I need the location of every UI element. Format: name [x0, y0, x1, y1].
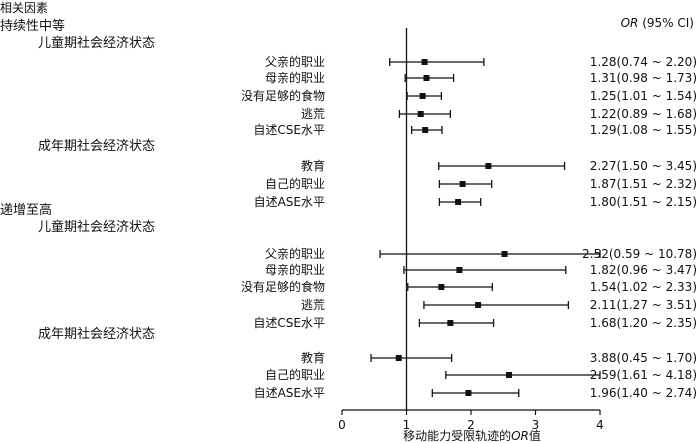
row-label: 自述CSE水平: [253, 123, 325, 137]
or-point: [475, 302, 482, 308]
or-point: [438, 284, 445, 290]
or-value: 1.28(0.74 ~ 2.20): [590, 55, 697, 69]
row-label: 自己的职业: [265, 367, 325, 382]
group-label: 成年期社会经济状态: [38, 326, 155, 342]
row-label: 自述ASE水平: [254, 386, 325, 400]
or-point: [455, 199, 462, 205]
or-point: [423, 75, 430, 81]
row-label: 母亲的职业: [265, 70, 325, 85]
row-label: 母亲的职业: [265, 262, 325, 277]
or-point: [421, 59, 428, 65]
or-value: 1.31(0.98 ~ 1.73): [590, 71, 697, 85]
header-label: 相关因素: [0, 1, 48, 15]
row-label: 父亲的职业: [265, 54, 325, 69]
or-value: 2.11(1.27 ~ 3.51): [590, 298, 697, 312]
group-label: 儿童期社会经济状态: [38, 35, 155, 51]
x-tick-label: 0: [338, 418, 346, 432]
or-value: 1.87(1.51 ~ 2.32): [590, 177, 697, 191]
or-point: [417, 111, 424, 117]
x-axis: 0 1 2 3 4: [338, 28, 604, 432]
x-tick-label: 3: [532, 418, 540, 432]
x-tick-label: 4: [596, 418, 604, 432]
group-label: 成年期社会经济状态: [38, 138, 155, 154]
or-point: [419, 93, 426, 99]
or-point: [465, 390, 472, 396]
or-value: 2.59(1.61 ~ 4.18): [590, 368, 697, 382]
x-axis-label: 移动能力受限轨迹的OR值: [403, 428, 541, 443]
row-label: 没有足够的食物: [241, 279, 325, 294]
row-label: 教育: [301, 158, 325, 173]
or-point: [506, 372, 513, 378]
group-label: 儿童期社会经济状态: [38, 219, 155, 235]
or-value: 2.27(1.50 ~ 3.45): [590, 159, 697, 173]
or-point: [422, 127, 429, 133]
row-label: 自己的职业: [265, 176, 325, 191]
or-value: 1.82(0.96 ~ 3.47): [590, 263, 697, 277]
or-value: 1.25(1.01 ~ 1.54): [590, 89, 697, 103]
or-point: [447, 320, 454, 326]
row-label: 自述CSE水平: [253, 316, 325, 330]
or-point: [485, 163, 492, 169]
or-header: OR (95% CI): [621, 16, 694, 30]
section-label: 持续性中等: [0, 18, 65, 34]
x-tick-label: 2: [467, 418, 475, 432]
row-label: 自述ASE水平: [254, 195, 325, 209]
or-value: 1.22(0.89 ~ 1.68): [590, 107, 697, 121]
row-label: 教育: [301, 350, 325, 365]
row-label: 逃荒: [301, 298, 325, 312]
x-tick-label: 1: [403, 418, 411, 432]
or-point: [459, 181, 466, 187]
or-point: [501, 251, 508, 257]
or-value: 1.29(1.08 ~ 1.55): [590, 123, 697, 137]
row-label: 父亲的职业: [265, 246, 325, 261]
row-label: 逃荒: [301, 107, 325, 121]
or-value: 1.80(1.51 ~ 2.15): [590, 195, 697, 209]
or-value: 3.88(0.45 ~ 1.70): [590, 351, 697, 365]
or-point: [395, 355, 402, 361]
section-label: 递增至高: [0, 202, 52, 218]
or-value: 2.52(0.59 ~ 10.78): [582, 247, 697, 261]
or-value: 1.96(1.40 ~ 2.74): [590, 386, 697, 400]
or-point: [456, 267, 463, 273]
or-value: 1.54(1.02 ~ 2.33): [590, 280, 697, 294]
row-label: 没有足够的食物: [241, 88, 325, 103]
or-value: 1.68(1.20 ~ 2.35): [590, 316, 697, 330]
